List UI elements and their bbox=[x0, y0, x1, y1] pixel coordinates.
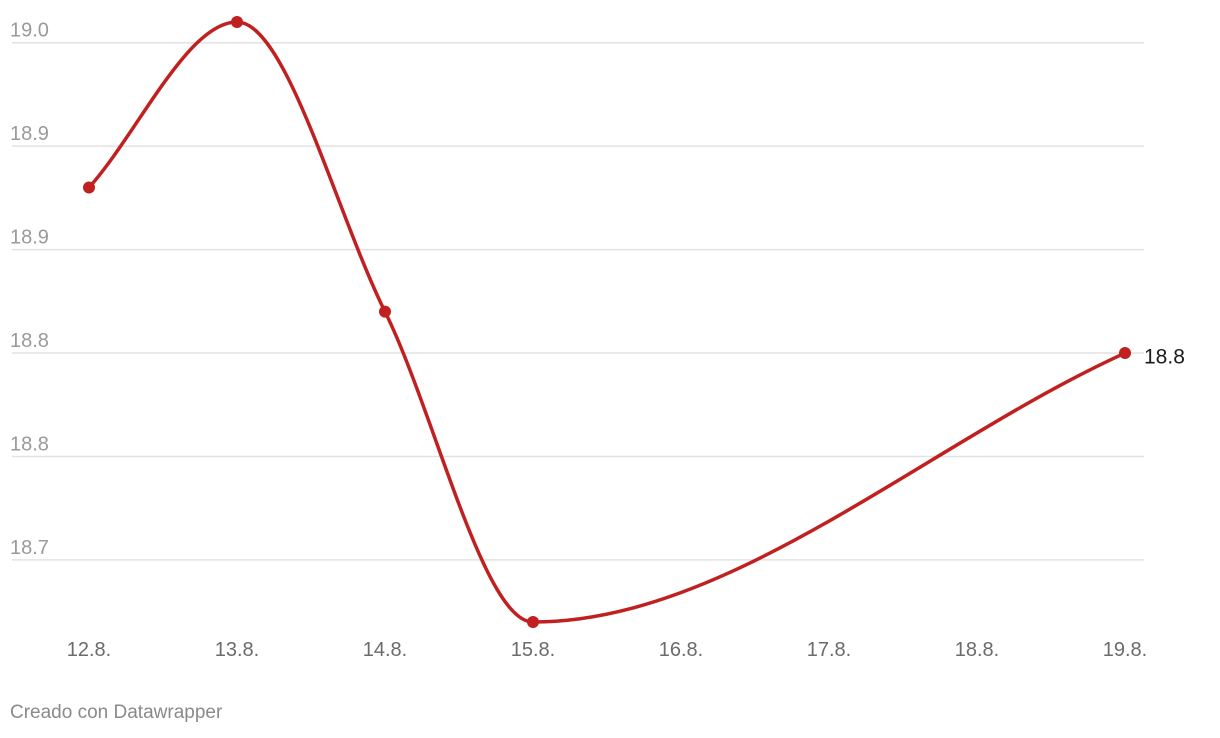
y-tick-label: 18.8 bbox=[10, 330, 49, 352]
y-tick-label: 18.9 bbox=[10, 227, 49, 249]
x-tick-label: 17.8. bbox=[807, 639, 851, 661]
y-tick-label: 18.7 bbox=[10, 537, 49, 559]
footer-credit: Creado con Datawrapper bbox=[10, 702, 223, 723]
x-tick-label: 12.8. bbox=[67, 639, 111, 661]
x-tick-label: 19.8. bbox=[1103, 639, 1147, 661]
data-point bbox=[1119, 347, 1131, 360]
end-value-label: 18.8 bbox=[1144, 346, 1185, 369]
x-tick-label: 16.8. bbox=[659, 639, 703, 661]
data-points bbox=[83, 16, 1131, 628]
x-tick-label: 13.8. bbox=[215, 639, 259, 661]
x-tick-label: 18.8. bbox=[955, 639, 999, 661]
y-tick-label: 18.9 bbox=[10, 123, 49, 145]
y-tick-label: 19.0 bbox=[10, 20, 49, 42]
series-line bbox=[87, 20, 1127, 624]
x-tick-label: 14.8. bbox=[363, 639, 407, 661]
y-axis-ticks: 19.0 18.9 18.9 18.8 18.8 18.7 bbox=[10, 20, 49, 559]
data-point bbox=[379, 305, 391, 318]
grid-lines bbox=[12, 41, 1144, 561]
data-point bbox=[527, 616, 539, 628]
data-point bbox=[231, 16, 243, 28]
x-tick-label: 15.8. bbox=[511, 639, 555, 661]
data-point bbox=[83, 181, 95, 194]
line-chart: 19.0 18.9 18.9 18.8 18.8 18.7 12.8. 13.8. 14.8.… bbox=[10, 16, 1185, 661]
y-tick-label: 18.8 bbox=[10, 433, 49, 455]
x-axis-ticks: 12.8. 13.8. 14.8. 15.8. 16.8. 17.8. 18.8. 19.8. bbox=[67, 639, 1147, 661]
